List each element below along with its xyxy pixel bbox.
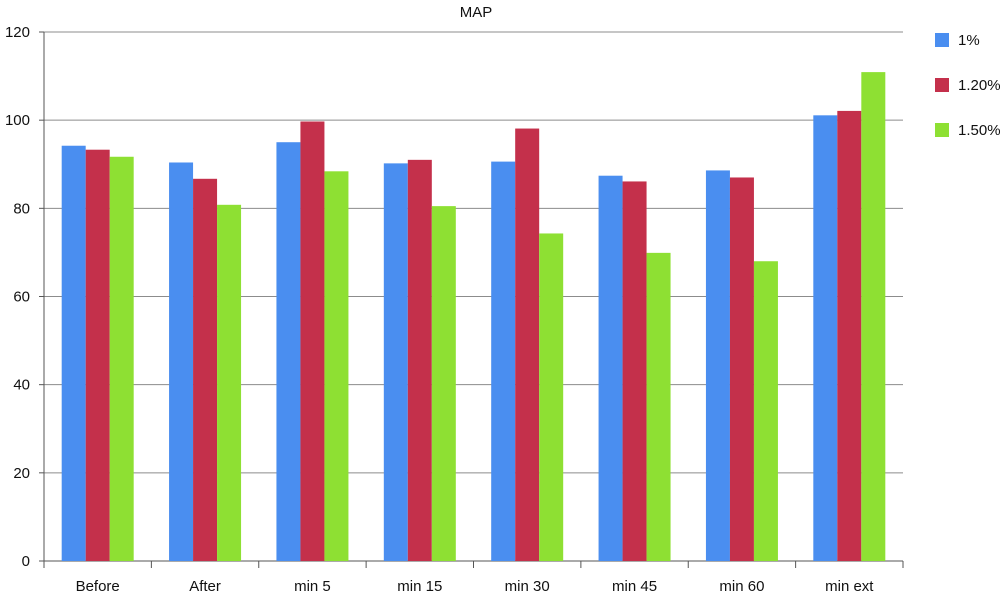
bar — [861, 72, 886, 561]
legend-label: 1.20% — [958, 77, 1000, 94]
y-tick-label: 100 — [5, 112, 30, 129]
bar — [169, 162, 194, 561]
y-tick-label: 20 — [13, 465, 30, 482]
bar — [217, 204, 242, 561]
bar — [622, 181, 647, 561]
legend-swatch — [935, 123, 949, 137]
y-tick-label: 120 — [5, 24, 30, 41]
x-tick-label: min ext — [825, 578, 874, 595]
bar — [431, 206, 456, 562]
x-tick-label: min 30 — [505, 578, 550, 595]
bars — [61, 72, 886, 562]
x-tick-label: min 15 — [397, 578, 442, 595]
bar — [539, 233, 564, 562]
bar — [837, 110, 862, 561]
bar — [491, 161, 516, 562]
y-axis-ticks: 0 20 40 60 80 100 120 — [5, 24, 30, 570]
bar — [61, 145, 86, 562]
bar — [193, 178, 218, 562]
bar — [109, 156, 134, 561]
legend: 1% 1.20% 1.50% — [935, 32, 1000, 139]
bar — [598, 175, 623, 561]
bar — [324, 171, 349, 561]
chart-title: MAP — [460, 4, 493, 21]
bar — [276, 142, 301, 562]
x-tick-label: After — [189, 578, 221, 595]
bar — [300, 121, 325, 561]
bar — [383, 163, 408, 561]
y-tick-label: 0 — [22, 553, 30, 570]
legend-swatch — [935, 78, 949, 92]
bar — [813, 115, 838, 561]
x-tick-label: Before — [76, 578, 120, 595]
x-tick-label: min 45 — [612, 578, 657, 595]
legend-swatch — [935, 33, 949, 47]
legend-label: 1% — [958, 32, 980, 49]
legend-label: 1.50% — [958, 122, 1000, 139]
bar — [515, 128, 540, 562]
y-tick-label: 60 — [13, 289, 30, 306]
bar — [729, 177, 754, 561]
x-tick-label: min 5 — [294, 578, 331, 595]
bar — [646, 252, 671, 562]
y-tick-label: 40 — [13, 377, 30, 394]
bar — [85, 149, 110, 561]
bar — [705, 170, 730, 561]
x-tick-label: min 60 — [719, 578, 764, 595]
y-tick-label: 80 — [13, 200, 30, 217]
bar — [407, 159, 432, 561]
x-axis-ticks: Before After min 5 min 15 min 30 min 45 min 60… — [43, 561, 904, 595]
bar — [753, 261, 778, 561]
